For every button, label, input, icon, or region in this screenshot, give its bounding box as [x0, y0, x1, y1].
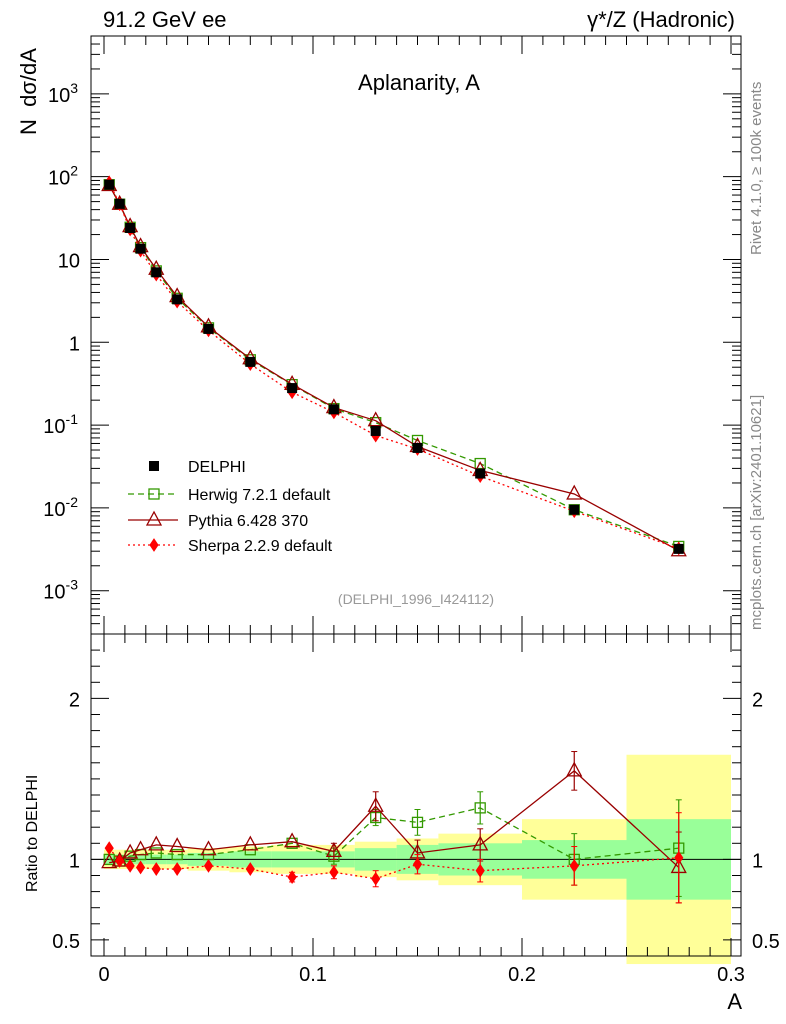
watermark: (DELPHI_1996_I424112) [338, 591, 494, 607]
ratio-point-triangle [566, 761, 583, 777]
side-text-bottom: mcplots.cern.ch [arXiv:2401.10621] [748, 395, 765, 630]
ratio-point-triangle [122, 843, 139, 859]
ratio-point-triangle [367, 796, 384, 812]
legend-label: DELPHI [188, 459, 246, 476]
ratio-y-tick-label-right: 2 [752, 689, 763, 711]
ratio-point-diamond [125, 858, 135, 873]
ratio-y-axis-label: Ratio to DELPHI [24, 775, 41, 892]
ratio-point-diamond [475, 863, 485, 878]
legend-label: Sherpa 2.2.9 default [188, 538, 333, 555]
ratio-y-tick-label-right: 0.5 [752, 931, 780, 953]
x-tick-label: 0.2 [508, 964, 536, 986]
ratio-point-triangle [200, 840, 217, 856]
ratio-point-triangle [242, 835, 259, 851]
data-point-delphi [370, 425, 381, 436]
ratio-point-square [474, 802, 486, 814]
legend-marker-triangle [145, 510, 163, 526]
y-tick-label: 10-1 [43, 411, 78, 438]
data-point-delphi [412, 442, 423, 453]
y-tick-label: 10-3 [43, 577, 78, 604]
y-axis-label: N dσ/dA [16, 48, 41, 135]
legend-marker-square [148, 488, 160, 500]
y-tick-base: 10 [48, 85, 70, 107]
ratio-y-tick-label: 1 [69, 850, 80, 872]
ratio-point-triangle [101, 853, 118, 869]
ratio-y-tick-label: 0.5 [52, 931, 80, 953]
y-tick-base: 10 [43, 499, 65, 521]
ratio-point-diamond [245, 862, 255, 876]
ratio-point-triangle [148, 835, 165, 851]
x-tick-label: 0.1 [299, 964, 327, 986]
ratio-point-diamond [412, 857, 423, 872]
y-tick-base: 10 [58, 250, 80, 272]
ratio-y-tick-label-right: 1 [752, 850, 763, 872]
ratio-point-square [171, 848, 183, 861]
x-tick-label: 0.3 [717, 964, 745, 986]
y-tick-label: 10-2 [43, 494, 78, 521]
legend-marker-delphi [149, 461, 159, 471]
ratio-y-tick-label: 2 [69, 689, 80, 711]
y-tick-exponent: 2 [70, 163, 78, 179]
ratio-point-diamond [674, 850, 684, 865]
ratio-point-square [411, 816, 424, 829]
ratio-point-diamond [329, 865, 339, 880]
ratio-point-triangle [132, 840, 149, 856]
data-point-triangle [367, 411, 384, 427]
ratio-point-triangle [325, 841, 342, 857]
data-point-delphi [475, 468, 486, 479]
data-point-delphi [135, 243, 146, 254]
data-point-delphi [245, 356, 256, 367]
ratio-point-diamond [287, 870, 297, 885]
data-point-delphi [125, 223, 136, 234]
data-point-triangle [566, 484, 583, 500]
y-tick-exponent: -2 [66, 494, 79, 510]
y-tick-label: 1 [69, 333, 80, 355]
ratio-point-diamond [104, 841, 114, 856]
side-text-top: Rivet 4.1.0, ≥ 100k events [748, 82, 765, 255]
data-point-delphi [172, 294, 183, 305]
data-point-delphi [673, 543, 684, 554]
legend-marker-diamond [149, 538, 159, 552]
ratio-point-diamond [203, 858, 214, 873]
header-left: 91.2 GeV ee [103, 7, 227, 32]
y-tick-label: 102 [48, 163, 78, 190]
ratio-point-diamond [135, 860, 146, 875]
y-tick-label: 103 [48, 80, 78, 107]
data-point-delphi [203, 323, 214, 334]
ratio-point-diamond [371, 871, 381, 886]
ratio-point-diamond [151, 862, 161, 876]
legend-label: Herwig 7.2.1 default [188, 487, 331, 504]
ratio-point-triangle [284, 832, 301, 848]
y-tick-base: 1 [69, 333, 80, 355]
ratio-point-triangle [169, 837, 186, 853]
y-tick-exponent: 3 [70, 80, 78, 96]
data-point-delphi [328, 404, 339, 415]
header-right: γ*/Z (Hadronic) [587, 7, 735, 32]
ratio-point-square [150, 847, 162, 859]
legend: DELPHI Herwig 7.2.1 default Pythia 6.428 3… [128, 459, 333, 555]
data-point-delphi [569, 504, 580, 515]
y-tick-base: 10 [48, 168, 70, 190]
y-tick-base: 10 [43, 582, 65, 604]
ratio-point-diamond [172, 862, 182, 876]
legend-label: Pythia 6.428 370 [188, 513, 308, 530]
data-point-delphi [151, 267, 162, 278]
data-point-delphi [287, 383, 298, 394]
x-axis-label: A [727, 989, 742, 1014]
y-tick-label: 10 [58, 250, 80, 272]
x-tick-label: 0 [98, 964, 109, 986]
y-tick-exponent: -1 [66, 411, 79, 427]
chart-title: Aplanarity, A [358, 70, 480, 95]
data-point-delphi [114, 198, 125, 209]
y-tick-exponent: -3 [66, 577, 79, 593]
ratio-panel: 0 0.1 0.2 0.3 0.5 0.5 1 1 2 2 [52, 633, 780, 986]
ratio-point-diamond [569, 858, 579, 873]
ratio-point-triangle [472, 835, 489, 851]
data-point-delphi [104, 179, 115, 190]
ratio-point-diamond [115, 854, 125, 868]
y-tick-base: 10 [43, 416, 65, 438]
